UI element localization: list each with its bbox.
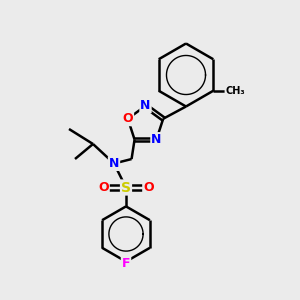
Text: S: S bbox=[121, 181, 131, 194]
Text: F: F bbox=[122, 256, 130, 270]
Text: O: O bbox=[143, 181, 154, 194]
Text: CH₃: CH₃ bbox=[225, 86, 245, 96]
Text: O: O bbox=[122, 112, 133, 125]
Text: N: N bbox=[109, 157, 119, 170]
Text: N: N bbox=[140, 99, 151, 112]
Text: N: N bbox=[151, 133, 162, 146]
Text: O: O bbox=[98, 181, 109, 194]
